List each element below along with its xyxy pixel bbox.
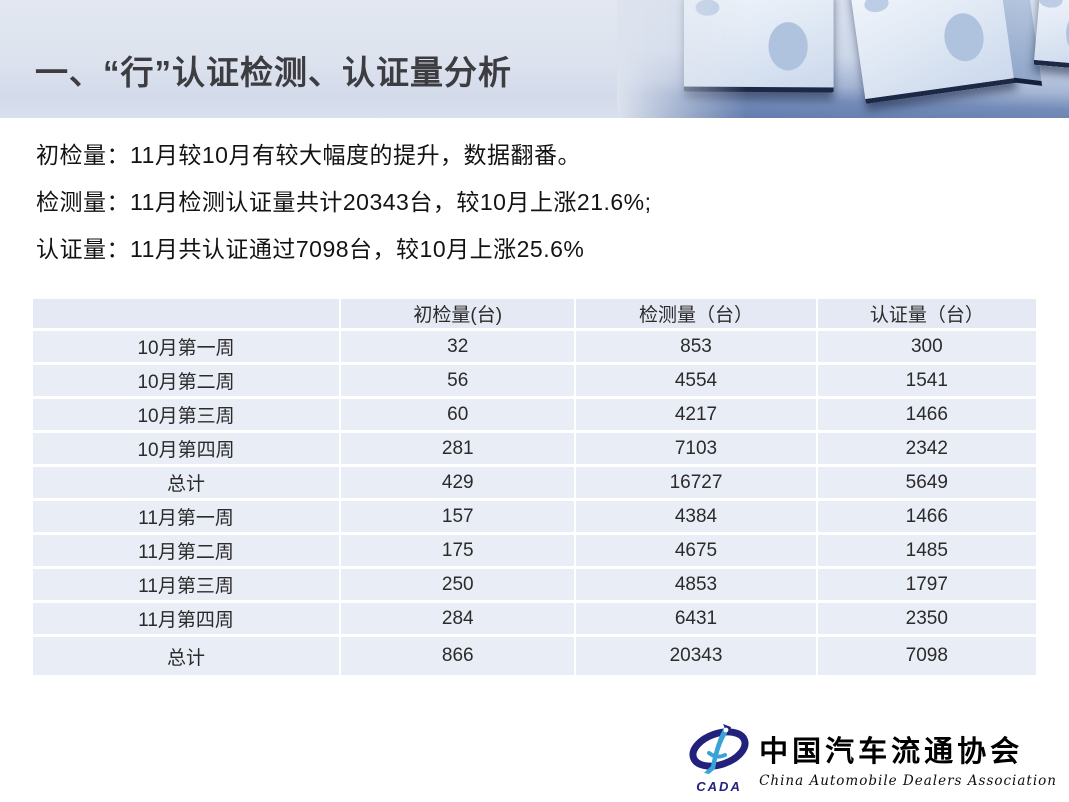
cell-initial-check: 60 <box>341 399 575 430</box>
row-label: 10月第三周 <box>33 399 340 430</box>
table-row: 11月第二周 175 4675 1485 <box>33 535 1036 566</box>
cada-acronym-text: CADA <box>696 779 742 794</box>
cell-certification: 7098 <box>817 637 1036 675</box>
globe-box-icon <box>1033 0 1069 71</box>
slide-header: 一、“行”认证检测、认证量分析 <box>0 0 1069 118</box>
summary-line-detection: 检测量：11月检测认证量共计20343台，较10月上涨21.6%; <box>36 189 652 215</box>
row-label: 11月第二周 <box>33 535 340 566</box>
cell-initial-check: 250 <box>341 569 575 600</box>
cell-certification: 1541 <box>817 365 1036 396</box>
cell-certification: 1466 <box>817 501 1036 532</box>
cell-initial-check: 284 <box>341 603 575 634</box>
column-header-certification: 认证量（台） <box>817 299 1036 328</box>
cell-certification: 2342 <box>817 433 1036 464</box>
table-row: 10月第一周 32 853 300 <box>33 331 1036 362</box>
table-row: 10月第二周 56 4554 1541 <box>33 365 1036 396</box>
globe-boxes-graphic <box>617 0 1069 118</box>
cell-initial-check: 56 <box>341 365 575 396</box>
globe-box-icon <box>849 0 1017 105</box>
cell-detection: 6431 <box>576 603 816 634</box>
cell-initial-check: 866 <box>341 637 575 675</box>
cell-detection: 20343 <box>576 637 816 675</box>
summary-line-certification: 认证量：11月共认证通过7098台，较10月上涨25.6% <box>36 236 585 262</box>
org-name-english: China Automobile Dealers Association <box>759 773 1057 789</box>
row-label: 10月第一周 <box>33 331 340 362</box>
cell-certification: 300 <box>817 331 1036 362</box>
table-row: 10月第三周 60 4217 1466 <box>33 399 1036 430</box>
cell-initial-check: 157 <box>341 501 575 532</box>
table-row-total-november: 总计 866 20343 7098 <box>33 637 1036 675</box>
cell-detection: 4384 <box>576 501 816 532</box>
org-name-block: 中国汽车流通协会 China Automobile Dealers Associ… <box>759 723 1057 789</box>
row-label: 11月第四周 <box>33 603 340 634</box>
summary-line-initial-inspection: 初检量：11月较10月有较大幅度的提升，数据翻番。 <box>36 142 581 168</box>
cada-logo: CADA 中国汽车流通协会 China Automobile Dealers A… <box>686 723 1057 794</box>
org-name-chinese: 中国汽车流通协会 <box>759 734 1024 768</box>
cell-initial-check: 175 <box>341 535 575 566</box>
cell-certification: 5649 <box>817 467 1036 498</box>
column-header-initial-check: 初检量(台) <box>341 299 575 328</box>
cell-certification: 1466 <box>817 399 1036 430</box>
cell-detection: 853 <box>576 331 816 362</box>
table-row: 11月第一周 157 4384 1466 <box>33 501 1036 532</box>
cell-certification: 1485 <box>817 535 1036 566</box>
page-title: 一、“行”认证检测、认证量分析 <box>35 54 512 91</box>
table-row: 10月第四周 281 7103 2342 <box>33 433 1036 464</box>
cell-initial-check: 32 <box>341 331 575 362</box>
cell-detection: 4853 <box>576 569 816 600</box>
cell-detection: 4675 <box>576 535 816 566</box>
cell-detection: 4217 <box>576 399 816 430</box>
summary-text-block: 初检量：11月较10月有较大幅度的提升，数据翻番。 检测量：11月检测认证量共计… <box>36 141 652 282</box>
cell-initial-check: 429 <box>341 467 575 498</box>
cell-detection: 16727 <box>576 467 816 498</box>
table-row-total-october: 总计 429 16727 5649 <box>33 467 1036 498</box>
cada-emblem: CADA <box>686 723 752 794</box>
column-header-blank <box>33 299 340 328</box>
row-label: 11月第一周 <box>33 501 340 532</box>
cell-detection: 4554 <box>576 365 816 396</box>
cell-initial-check: 281 <box>341 433 575 464</box>
column-header-detection: 检测量（台） <box>576 299 816 328</box>
cell-certification: 2350 <box>817 603 1036 634</box>
cell-certification: 1797 <box>817 569 1036 600</box>
row-label: 总计 <box>33 637 340 675</box>
table-row: 11月第四周 284 6431 2350 <box>33 603 1036 634</box>
header-fade-overlay <box>617 0 747 118</box>
cell-detection: 7103 <box>576 433 816 464</box>
row-label: 11月第三周 <box>33 569 340 600</box>
stats-table: 初检量(台) 检测量（台） 认证量（台） 10月第一周 32 853 300 1… <box>31 296 1038 678</box>
row-label: 10月第二周 <box>33 365 340 396</box>
table-header-row: 初检量(台) 检测量（台） 认证量（台） <box>33 299 1036 328</box>
row-label: 总计 <box>33 467 340 498</box>
row-label: 10月第四周 <box>33 433 340 464</box>
cada-logo-icon <box>689 724 749 774</box>
table-row: 11月第三周 250 4853 1797 <box>33 569 1036 600</box>
